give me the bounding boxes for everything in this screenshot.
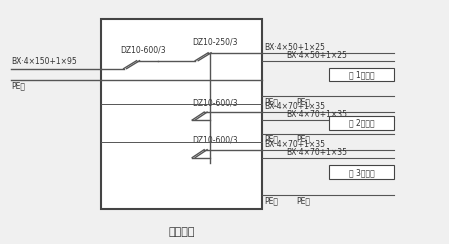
Text: DZ10-600/3: DZ10-600/3 xyxy=(121,46,166,55)
Text: PE线: PE线 xyxy=(296,97,311,106)
Text: PE线: PE线 xyxy=(265,97,279,106)
Text: PE线: PE线 xyxy=(265,135,279,144)
Text: PE线: PE线 xyxy=(296,135,311,144)
Text: DZ10-600/3: DZ10-600/3 xyxy=(192,98,238,107)
Text: PE线: PE线 xyxy=(11,81,25,91)
Bar xyxy=(330,116,394,130)
Bar xyxy=(330,165,394,179)
Text: BX·4×70+1×35: BX·4×70+1×35 xyxy=(286,148,348,157)
Bar xyxy=(101,19,262,209)
Text: DZ10-600/3: DZ10-600/3 xyxy=(192,136,238,145)
Text: BX·4×50+1×25: BX·4×50+1×25 xyxy=(286,51,348,60)
Text: 至 3号分箱: 至 3号分箱 xyxy=(349,168,374,177)
Text: 至 1号分箱: 至 1号分箱 xyxy=(349,70,374,79)
Bar xyxy=(330,68,394,81)
Text: BX·4×70+1×35: BX·4×70+1×35 xyxy=(286,110,348,119)
Text: 至 2号分箱: 至 2号分箱 xyxy=(349,119,374,127)
Text: PE线: PE线 xyxy=(265,196,279,205)
Text: 总配电箱: 总配电箱 xyxy=(168,227,194,237)
Text: BX·4×150+1×95: BX·4×150+1×95 xyxy=(11,57,77,66)
Text: BX·4×70+1×35: BX·4×70+1×35 xyxy=(265,102,326,111)
Text: BX·4×50+1×25: BX·4×50+1×25 xyxy=(265,43,326,52)
Text: DZ10-250/3: DZ10-250/3 xyxy=(192,38,238,47)
Text: BX·4×70+1×35: BX·4×70+1×35 xyxy=(265,140,326,149)
Text: PE线: PE线 xyxy=(296,196,311,205)
